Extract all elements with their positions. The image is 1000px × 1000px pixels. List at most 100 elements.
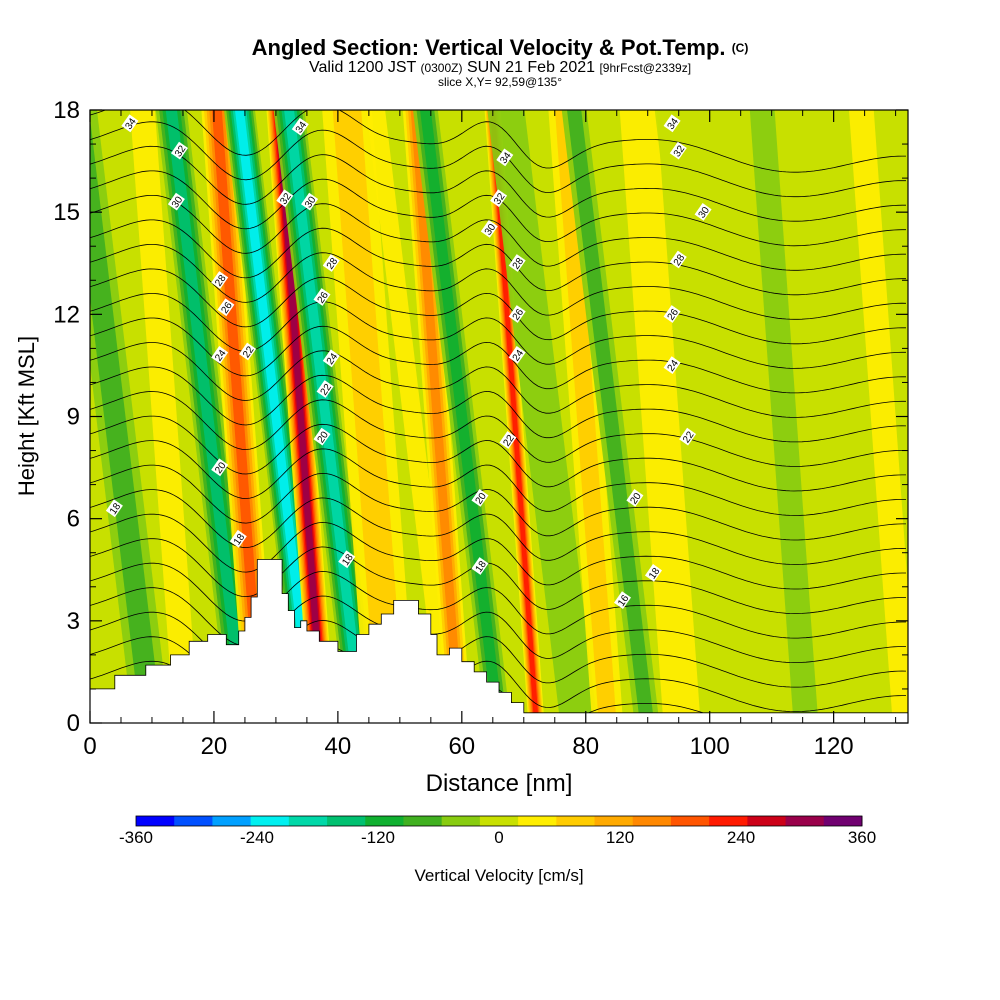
theta-label-bg — [508, 305, 526, 323]
theta-contour — [90, 440, 906, 516]
theta-label-bg — [316, 380, 334, 398]
theta-label: 22 — [499, 431, 517, 449]
theta-label-bg — [217, 298, 235, 317]
theta-label: 20 — [471, 489, 489, 507]
terrain — [90, 559, 908, 723]
velocity-band-level — [555, 110, 617, 723]
theta-label: 32 — [170, 141, 189, 160]
colorbar-swatch — [479, 816, 519, 826]
x-axis-label: Distance [nm] — [426, 770, 573, 797]
theta-contour — [90, 391, 906, 467]
theta-label: 26 — [217, 298, 235, 317]
velocity-band-level — [234, 110, 317, 723]
theta-label-bg — [121, 114, 139, 133]
theta-label: 24 — [663, 356, 681, 375]
theta-label: 28 — [322, 254, 340, 272]
theta-label-bg — [644, 564, 663, 582]
velocity-band-level — [165, 110, 250, 723]
chart-title-text: Angled Section: Vertical Velocity & Pot.… — [251, 35, 726, 60]
theta-label: 28 — [508, 254, 526, 272]
colorbar-tick-label: 120 — [606, 828, 634, 847]
theta-label: 32 — [276, 189, 294, 208]
slice-info: slice X,Y= 92,59@135° — [437, 75, 563, 89]
theta-label: 28 — [211, 271, 229, 289]
theta-label-bg — [499, 431, 517, 449]
theta-contour — [90, 293, 906, 369]
theta-label-bg — [669, 141, 687, 160]
theta-label-bg — [291, 117, 309, 136]
title-block: Angled Section: Vertical Velocity & Pot.… — [0, 36, 1000, 89]
colorbar-label: Vertical Velocity [cm/s] — [414, 866, 583, 885]
theta-label-bg — [229, 529, 247, 548]
velocity-band-level — [749, 110, 819, 723]
theta-contour — [90, 219, 906, 296]
theta-label-bg — [480, 220, 498, 238]
theta-label: 30 — [301, 192, 319, 211]
velocity-band-level — [211, 110, 266, 723]
velocity-band-level — [490, 110, 539, 723]
theta-contour — [90, 464, 906, 541]
theta-label-bg — [508, 346, 526, 364]
velocity-band — [848, 110, 908, 723]
valid-date: SUN 21 Feb 2021 — [466, 59, 596, 76]
velocity-band — [619, 110, 701, 723]
y-tick-label: 3 — [67, 608, 80, 635]
theta-contour — [90, 317, 906, 394]
theta-label: 30 — [480, 220, 498, 238]
theta-label: 16 — [613, 591, 632, 610]
theta-label-bg — [322, 254, 340, 272]
theta-label-bg — [669, 250, 687, 269]
velocity-band-level — [848, 110, 908, 723]
x-tick-label: 40 — [325, 733, 352, 760]
axes: 0 20 40 60 80 100 120 0 3 6 9 12 15 18 — [53, 97, 908, 760]
velocity-band — [548, 110, 624, 723]
theta-label: 18 — [338, 550, 356, 569]
theta-label: 24 — [508, 346, 526, 364]
theta-contour — [90, 538, 906, 615]
theta-label: 22 — [316, 380, 334, 398]
velocity-band — [791, 110, 902, 723]
x-tick-label: 0 — [83, 733, 96, 760]
theta-label-bg — [239, 342, 257, 361]
theta-label-bg — [211, 271, 229, 289]
y-tick-label: 15 — [53, 199, 80, 226]
colorbar-tick-label: -120 — [361, 828, 395, 847]
forecast-info: [9hrFcst@2339z] — [599, 61, 692, 75]
velocity-band-level — [410, 110, 464, 723]
y-tick-label: 12 — [53, 301, 80, 328]
terrain-profile — [90, 559, 908, 723]
theta-contour — [90, 110, 906, 173]
y-tick-label: 6 — [67, 506, 80, 533]
theta-contour — [90, 268, 906, 345]
chart-title-tag: (C) — [731, 41, 749, 55]
theta-label-bg — [211, 346, 229, 364]
y-tick-label: 0 — [67, 710, 80, 737]
x-tick-label: 60 — [448, 733, 475, 760]
theta-label-bg — [313, 427, 331, 446]
y-tick-label: 18 — [53, 97, 80, 124]
velocity-band — [366, 110, 458, 723]
valid-zulu: (0300Z) — [420, 61, 463, 75]
velocity-band — [130, 110, 199, 723]
theta-label-bg — [471, 557, 489, 575]
colorbar-swatch — [327, 816, 366, 826]
velocity-band — [90, 110, 170, 723]
theta-contour — [90, 562, 906, 639]
theta-label-bg — [663, 114, 681, 133]
colorbar-swatch — [288, 816, 328, 826]
chart-title: Angled Section: Vertical Velocity & Pot.… — [0, 36, 1000, 60]
theta-contour — [90, 342, 906, 418]
velocity-band-level — [130, 110, 199, 723]
velocity-band-level — [366, 110, 458, 723]
velocity-band — [322, 110, 416, 723]
theta-label: 34 — [121, 114, 139, 133]
colorbar-swatch — [174, 816, 213, 826]
theta-contour — [90, 366, 907, 443]
colorbar-swatch — [518, 816, 557, 826]
chart-subtitle: Valid 1200 JST (0300Z) SUN 21 Feb 2021 [… — [0, 60, 1000, 76]
theta-label-bg — [508, 254, 526, 272]
x-tick-label: 100 — [690, 733, 730, 760]
theta-contour — [90, 244, 907, 320]
velocity-band-level — [90, 110, 170, 723]
theta-label: 34 — [663, 114, 681, 133]
